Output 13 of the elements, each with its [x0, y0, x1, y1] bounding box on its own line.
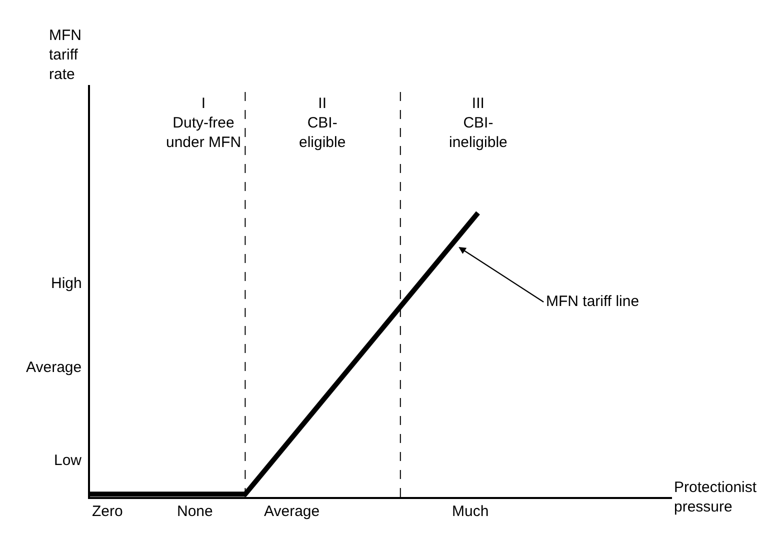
text: Protectionist pressure — [674, 479, 758, 516]
text: Average — [264, 503, 320, 520]
annotation: High — [51, 275, 82, 292]
text: I Duty-free under MFN — [166, 95, 242, 151]
text: None — [177, 503, 213, 520]
text: MFN tariff rate — [49, 27, 82, 83]
annotation: Low — [54, 452, 82, 469]
text: II CBI- eligible — [299, 95, 346, 151]
text: III CBI- ineligible — [449, 95, 508, 151]
text: Zero — [92, 503, 123, 520]
annotation: Average — [26, 359, 82, 376]
text: MFN tariff line — [546, 293, 640, 310]
text: Much — [452, 503, 489, 520]
